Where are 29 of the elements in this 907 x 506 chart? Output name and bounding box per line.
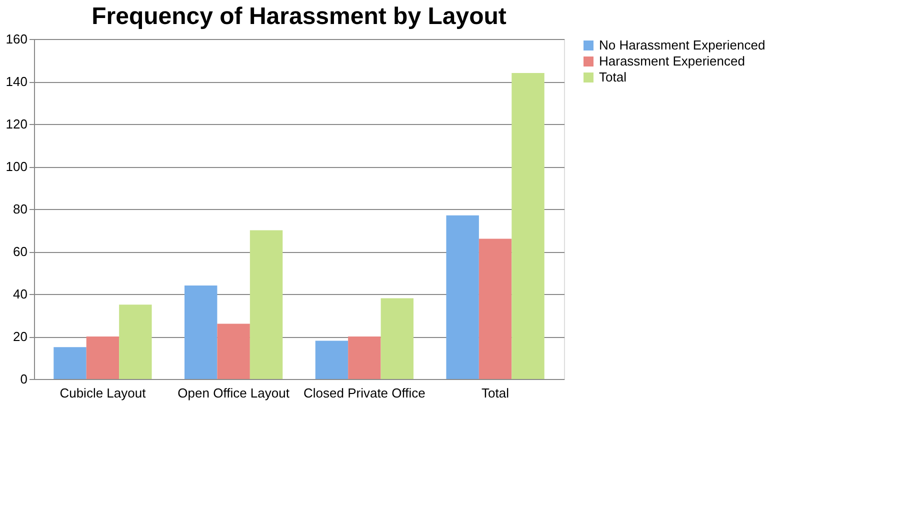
bar <box>348 336 381 379</box>
y-tick-label: 160 <box>6 32 28 46</box>
bar <box>86 336 120 379</box>
y-tick-label: 20 <box>13 329 28 344</box>
legend-label: Total <box>599 70 627 84</box>
x-tick-label: Open Office Layout <box>178 386 290 400</box>
bar <box>54 347 86 379</box>
y-tick-label: 100 <box>6 159 28 174</box>
y-tick-label: 80 <box>13 202 28 216</box>
bar <box>446 215 479 379</box>
bar <box>478 238 512 379</box>
x-tick-label: Closed Private Office <box>303 386 426 400</box>
bar <box>315 340 348 379</box>
bar <box>380 298 414 379</box>
chart-title: Frequency of Harassment by Layout <box>92 3 506 30</box>
bar <box>250 230 283 379</box>
x-tick-label: Cubicle Layout <box>60 386 146 400</box>
bar <box>512 73 544 379</box>
legend-label: Harassment Experienced <box>599 54 745 68</box>
bar <box>184 286 218 379</box>
y-tick-label: 140 <box>6 74 28 89</box>
y-tick-label: 60 <box>13 244 28 259</box>
y-tick-label: 0 <box>20 372 28 386</box>
bar <box>217 324 250 379</box>
bar <box>119 304 152 379</box>
x-tick-label: Total <box>482 386 510 400</box>
y-tick-label: 120 <box>6 116 28 132</box>
y-tick-label: 40 <box>13 286 28 302</box>
legend-label: No Harassment Experienced <box>599 38 766 52</box>
